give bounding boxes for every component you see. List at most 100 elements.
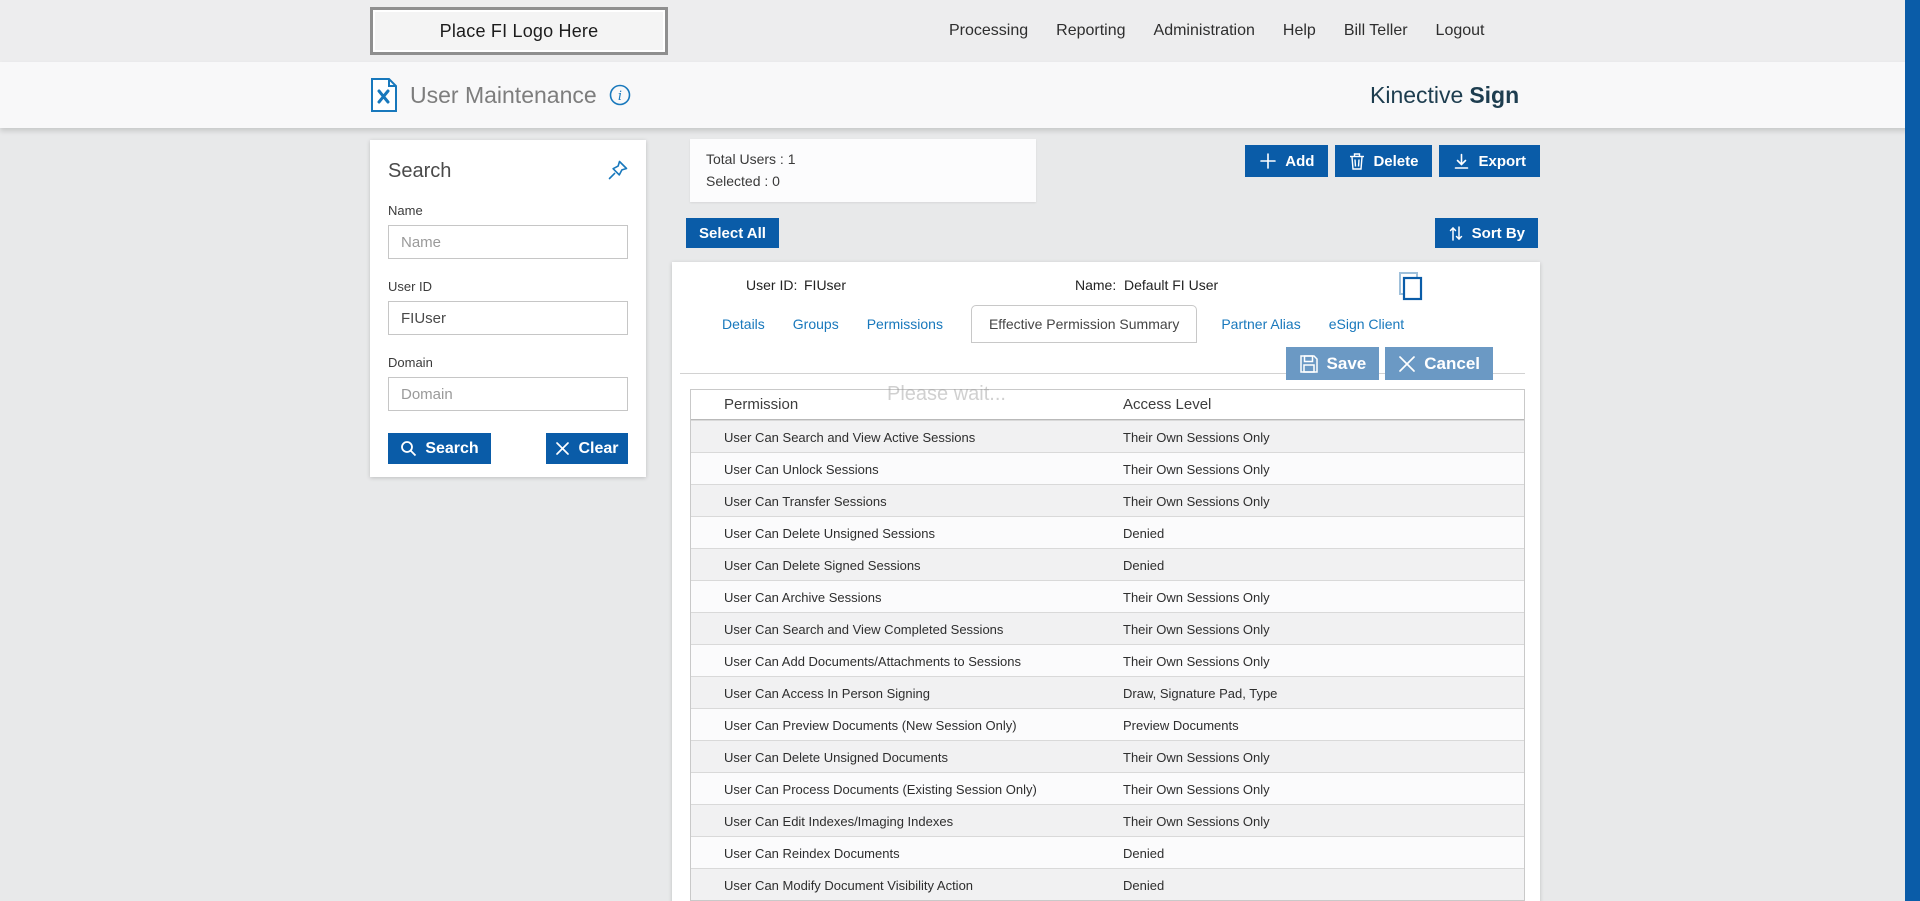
cancel-button-label: Cancel xyxy=(1424,353,1480,373)
access-level-cell: Denied xyxy=(1123,846,1165,861)
name-label: Name xyxy=(388,203,423,218)
table-row: User Can Delete Signed Sessions Denied xyxy=(691,548,1524,580)
sort-by-button[interactable]: Sort By xyxy=(1434,218,1538,248)
search-panel-title: Search xyxy=(388,160,452,182)
select-all-button[interactable]: Select All xyxy=(686,218,779,248)
tab-details[interactable]: Details xyxy=(722,316,765,332)
permission-cell: User Can Edit Indexes/Imaging Indexes xyxy=(724,814,954,829)
page-header: User Maintenance i Kinective Sign xyxy=(0,62,1920,128)
x-icon xyxy=(555,441,570,456)
access-level-cell: Their Own Sessions Only xyxy=(1123,750,1270,765)
download-icon xyxy=(1453,153,1470,170)
clear-button[interactable]: Clear xyxy=(546,433,628,464)
tab-permissions[interactable]: Permissions xyxy=(866,316,943,332)
tab-esign-client[interactable]: eSign Client xyxy=(1328,316,1405,332)
permission-cell: User Can Archive Sessions xyxy=(724,590,882,605)
access-level-cell: Their Own Sessions Only xyxy=(1123,494,1270,509)
top-bar: Place FI Logo Here Processing Reporting Ad… xyxy=(0,0,1920,62)
select-all-button-label: Select All xyxy=(699,224,766,242)
nav-item-administration[interactable]: Administration xyxy=(1153,22,1255,39)
cancel-button[interactable]: Cancel xyxy=(1385,347,1493,380)
access-level-cell: Denied xyxy=(1123,526,1165,541)
column-header-permission: Permission xyxy=(724,396,799,413)
domain-label: Domain xyxy=(388,355,433,370)
user-id-input[interactable] xyxy=(388,301,628,335)
save-icon xyxy=(1299,354,1319,374)
access-level-cell: Denied xyxy=(1123,558,1165,573)
table-row: User Can Archive Sessions Their Own Sessi… xyxy=(691,580,1524,612)
export-button[interactable]: Export xyxy=(1439,145,1540,177)
tab-effective-permission-summary[interactable]: Effective Permission Summary xyxy=(970,305,1198,343)
selected-count: Selected : 0 xyxy=(706,173,780,189)
permission-cell: User Can Access In Person Signing xyxy=(724,686,930,701)
save-cancel-row: Save Cancel xyxy=(1285,347,1493,380)
table-row: User Can Search and View Active Sessions… xyxy=(691,420,1524,452)
user-maintenance-icon xyxy=(370,78,398,112)
total-users-count: Total Users : 1 xyxy=(706,151,796,167)
fi-logo-placeholder-label: Place FI Logo Here xyxy=(439,20,599,41)
tab-groups[interactable]: Groups xyxy=(792,316,839,332)
access-level-cell: Preview Documents xyxy=(1123,718,1239,733)
save-button-label: Save xyxy=(1326,353,1367,373)
search-button[interactable]: Search xyxy=(388,433,491,464)
svg-text:i: i xyxy=(618,89,622,104)
table-row: User Can Edit Indexes/Imaging Indexes The… xyxy=(691,804,1524,836)
table-row: User Can Preview Documents (New Session … xyxy=(691,708,1524,740)
permission-cell: User Can Search and View Active Sessions xyxy=(724,430,976,445)
permission-table: Permission Access Level User Can Search … xyxy=(690,389,1525,901)
access-level-cell: Their Own Sessions Only xyxy=(1123,782,1270,797)
table-row: User Can Delete Unsigned Documents Their … xyxy=(691,740,1524,772)
table-row: User Can Search and View Completed Sessi… xyxy=(691,612,1524,644)
access-level-cell: Denied xyxy=(1123,878,1165,893)
nav-item-bill-teller[interactable]: Bill Teller xyxy=(1343,22,1408,39)
tabs-divider xyxy=(680,373,1525,374)
save-button[interactable]: Save xyxy=(1285,347,1380,380)
table-row: User Can Unlock Sessions Their Own Sessio… xyxy=(691,452,1524,484)
copy-icon[interactable] xyxy=(1394,270,1426,304)
table-row: User Can Process Documents (Existing Ses… xyxy=(691,772,1524,804)
permission-cell: User Can Process Documents (Existing Ses… xyxy=(724,782,1037,797)
user-id-label: User ID xyxy=(388,279,433,294)
brand-name: Kinective xyxy=(1370,81,1464,108)
access-level-cell: Their Own Sessions Only xyxy=(1123,622,1270,637)
permission-cell: User Can Reindex Documents xyxy=(724,846,900,861)
access-level-cell: Their Own Sessions Only xyxy=(1123,590,1270,605)
user-actions-toolbar: Add Delete xyxy=(1245,145,1540,177)
clear-button-label: Clear xyxy=(578,439,619,457)
plus-icon xyxy=(1259,152,1277,170)
add-button[interactable]: Add xyxy=(1245,145,1329,177)
tab-partner-alias[interactable]: Partner Alias xyxy=(1221,316,1301,332)
nav-item-reporting[interactable]: Reporting xyxy=(1056,22,1126,39)
add-button-label: Add xyxy=(1285,152,1315,170)
brand-logo: Kinective Sign xyxy=(1370,62,1519,128)
table-row: User Can Access In Person Signing Draw, S… xyxy=(691,676,1524,708)
permission-cell: User Can Delete Unsigned Documents xyxy=(724,750,948,765)
search-actions: Search Clear xyxy=(388,433,628,464)
permission-cell: User Can Delete Unsigned Sessions xyxy=(724,526,935,541)
delete-button[interactable]: Delete xyxy=(1335,145,1433,177)
name-input[interactable] xyxy=(388,225,628,259)
main-content: Search Name User ID Domain Search xyxy=(0,128,1920,901)
domain-input[interactable] xyxy=(388,377,628,411)
table-row: User Can Delete Unsigned Sessions Denied xyxy=(691,516,1524,548)
brand-product: Sign xyxy=(1469,81,1520,108)
nav-item-logout[interactable]: Logout xyxy=(1435,22,1485,39)
table-row: User Can Reindex Documents Denied xyxy=(691,836,1524,868)
user-id-row: User ID: FIUser Name: Default FI User xyxy=(672,272,1540,301)
sort-arrows-icon xyxy=(1448,225,1464,242)
column-header-access-level: Access Level xyxy=(1123,396,1212,413)
nav-item-processing[interactable]: Processing xyxy=(949,22,1029,39)
pin-icon[interactable] xyxy=(606,158,630,182)
permission-cell: User Can Unlock Sessions xyxy=(724,462,879,477)
permission-cell: User Can Preview Documents (New Session … xyxy=(724,718,1017,733)
nav-item-help[interactable]: Help xyxy=(1282,22,1316,39)
permission-table-body: User Can Search and View Active Sessions… xyxy=(691,420,1524,900)
detail-tabs: Details Groups Permissions Effective Permis… xyxy=(722,305,1432,343)
permission-table-header: Permission Access Level xyxy=(691,390,1524,420)
name-value: Default FI User xyxy=(1124,277,1219,293)
info-icon[interactable]: i xyxy=(609,84,631,106)
delete-button-label: Delete xyxy=(1373,152,1419,170)
access-level-cell: Their Own Sessions Only xyxy=(1123,654,1270,669)
permission-cell: User Can Transfer Sessions xyxy=(724,494,887,509)
name-label: Name: xyxy=(1075,277,1117,293)
